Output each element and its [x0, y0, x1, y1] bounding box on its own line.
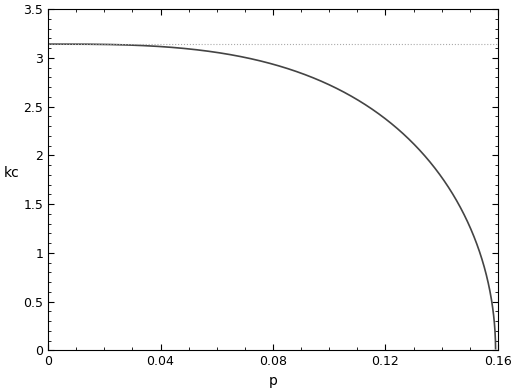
X-axis label: p: p	[268, 374, 278, 388]
Y-axis label: kc: kc	[4, 166, 20, 180]
